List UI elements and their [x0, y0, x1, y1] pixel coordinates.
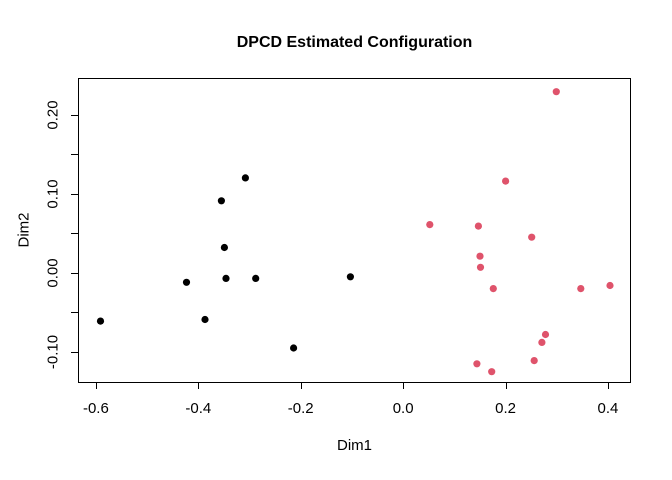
y-axis-tick-label: 0.20	[44, 99, 62, 130]
data-point-cluster-pink	[528, 233, 536, 241]
data-point-cluster-pink	[502, 177, 510, 185]
y-axis-tick-label: 0.10	[44, 179, 62, 209]
x-axis-tick-label: 0.2	[495, 400, 516, 417]
x-axis-tick-label: -0.4	[185, 400, 212, 417]
y-axis-tick	[71, 114, 78, 116]
data-point-cluster-black	[217, 197, 225, 205]
data-point-cluster-pink	[474, 222, 482, 230]
y-axis-tick	[71, 312, 78, 314]
data-point-cluster-pink	[541, 330, 550, 339]
data-point-cluster-pink	[606, 281, 614, 290]
y-axis-tick-label: -0.10	[44, 334, 62, 370]
data-point-cluster-black	[201, 315, 209, 324]
data-point-cluster-black	[290, 344, 298, 352]
data-point-cluster-pink	[488, 368, 496, 376]
x-axis-tick	[95, 382, 97, 389]
data-point-cluster-pink	[577, 285, 585, 293]
x-axis-tick	[403, 382, 405, 389]
data-point-cluster-black	[220, 243, 228, 252]
data-point-cluster-pink	[552, 88, 560, 96]
data-point-cluster-black	[346, 273, 354, 281]
data-point-cluster-black	[252, 274, 260, 282]
y-axis-tick	[71, 272, 78, 274]
x-axis-tick-label: -0.6	[82, 400, 109, 417]
data-point-cluster-black	[241, 174, 249, 182]
x-axis-tick	[198, 382, 200, 389]
data-point-cluster-black	[182, 278, 191, 286]
y-axis-tick-label: 0.00	[44, 258, 62, 288]
x-axis-tick-label: 0.4	[597, 400, 619, 417]
plot-title: DPCD Estimated Configuration	[236, 34, 473, 51]
y-axis-tick	[71, 154, 78, 156]
data-points-layer	[96, 88, 614, 376]
x-axis-tick-label: 0.0	[392, 400, 414, 417]
y-axis-tick	[71, 193, 78, 195]
x-axis-tick	[607, 382, 609, 389]
x-axis-tick-label: -0.2	[287, 400, 314, 417]
x-axis-label: Dim1	[336, 437, 372, 454]
data-point-cluster-pink	[476, 263, 485, 271]
data-point-cluster-pink	[530, 357, 538, 365]
data-point-cluster-pink	[473, 360, 481, 368]
data-point-cluster-black	[96, 317, 105, 325]
x-axis-tick	[300, 382, 302, 389]
data-point-cluster-pink	[489, 285, 497, 293]
data-point-cluster-pink	[426, 221, 434, 229]
data-point-cluster-pink	[538, 338, 546, 346]
plot-area	[78, 78, 631, 383]
data-point-cluster-pink	[476, 252, 484, 260]
x-axis-tick	[505, 382, 507, 389]
y-axis-tick	[71, 351, 78, 353]
data-point-cluster-black	[222, 274, 230, 282]
y-axis-tick	[71, 233, 78, 235]
y-axis-label: Dim2	[15, 212, 33, 248]
